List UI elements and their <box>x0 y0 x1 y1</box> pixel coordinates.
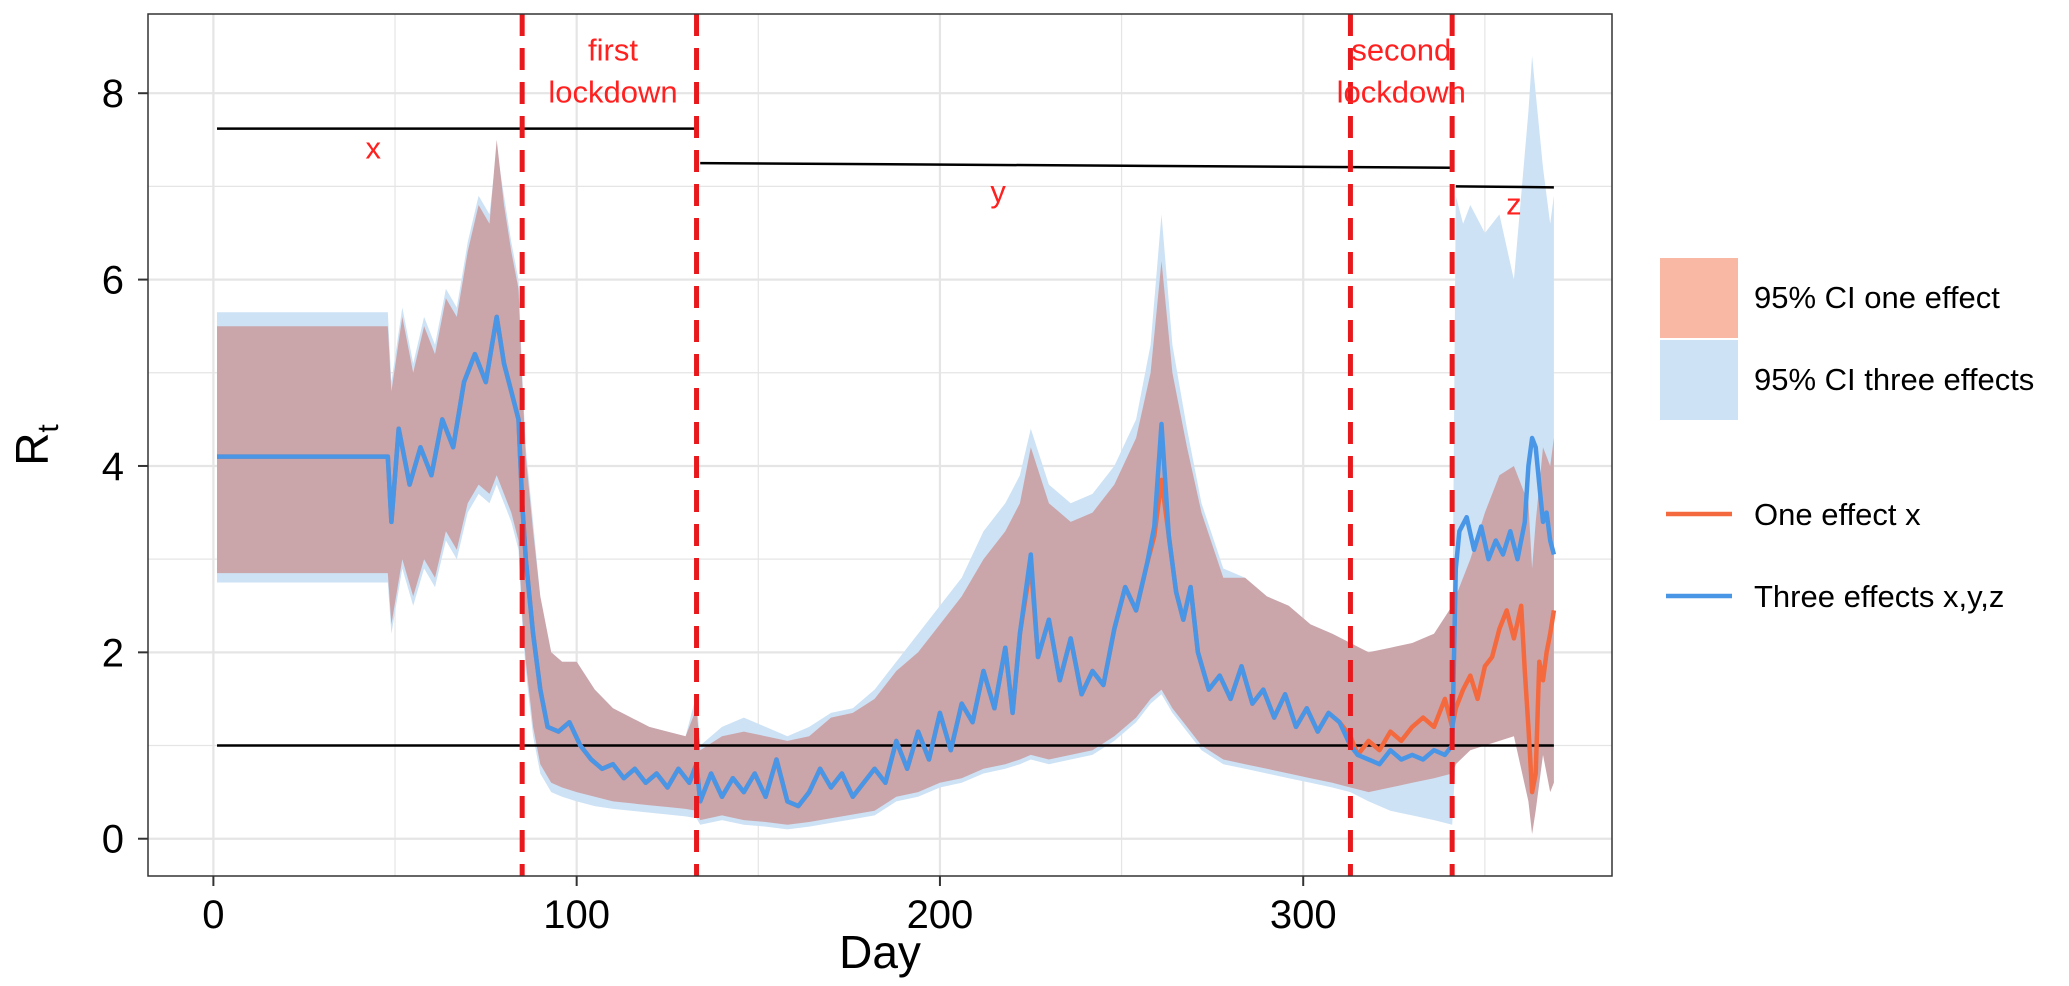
legend-label: 95% CI one effect <box>1754 280 2000 315</box>
axes: 0 100 200 300 0 2 4 6 8 <box>102 72 1337 937</box>
y-tick-label: 6 <box>102 259 124 303</box>
plot-border <box>147 13 1613 877</box>
series-three-effects <box>217 314 1557 809</box>
legend: 95% CI one effect 95% CI three effects One… <box>1660 258 2034 614</box>
y-axis-title-subscript: t <box>32 424 65 433</box>
x-tick-label: 300 <box>1270 893 1337 937</box>
ci-bands <box>217 55 1554 835</box>
series-lines <box>217 314 1557 809</box>
y-axis-title: Rt <box>6 424 65 466</box>
x-tick-label: 100 <box>543 893 610 937</box>
reference-lines <box>217 127 1554 747</box>
legend-key-fill <box>1660 258 1738 338</box>
y-tick-label: 8 <box>102 72 124 116</box>
effect-label-z: z <box>1506 186 1522 221</box>
x-axis-title: Day <box>839 926 921 978</box>
effect-label-x: x <box>365 130 381 165</box>
effect-segment-y <box>700 161 1453 170</box>
ci-band-one-effect <box>217 139 1554 835</box>
lockdown-annotation: first <box>588 33 638 68</box>
x-tick-label: 200 <box>907 893 974 937</box>
lockdown-annotation: lockdown <box>548 75 677 110</box>
y-tick-label: 0 <box>102 818 124 862</box>
effect-segment-z <box>1455 185 1554 189</box>
y-axis-title-main: R <box>6 433 58 466</box>
effect-label-y: y <box>990 174 1006 209</box>
x-tick-label: 0 <box>202 893 224 937</box>
legend-label: Three effects x,y,z <box>1754 579 2004 614</box>
lockdown-lines <box>519 14 1455 876</box>
legend-key-fill <box>1660 340 1738 420</box>
lockdown-annotation: second <box>1351 33 1451 68</box>
lockdown-annotation: lockdown <box>1337 75 1466 110</box>
annotations: x y z first lockdown second lockdown <box>365 33 1521 222</box>
legend-label: One effect x <box>1754 497 1921 532</box>
legend-label: 95% CI three effects <box>1754 362 2034 397</box>
y-tick-label: 4 <box>102 445 124 489</box>
y-tick-label: 2 <box>102 631 124 675</box>
